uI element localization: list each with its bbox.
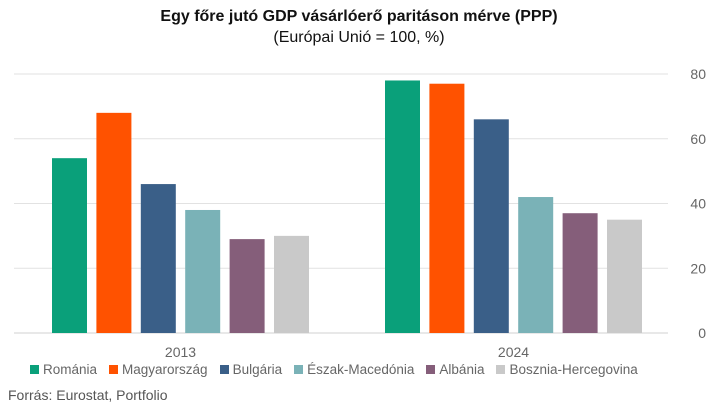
y-tick-label: 0 [698,325,706,341]
legend-item: Magyarország [109,362,208,377]
legend-item: Románia [30,362,97,377]
bar-2024-5 [562,213,598,333]
legend-label: Észak-Macedónia [307,362,415,377]
legend-label: Bulgária [232,362,283,377]
y-tick-label: 40 [690,196,706,212]
legend-swatch [294,365,304,374]
y-tick-label: 60 [690,131,706,147]
legend-item: Bulgária [219,362,283,377]
bar-2024-6 [607,219,642,333]
x-tick-label: 2013 [165,344,196,360]
bar-2013-5 [229,239,265,333]
legend-label: Magyarország [122,362,208,377]
legend-label: Bosznia-Hercegovina [509,362,638,377]
legend-swatch [30,365,39,374]
bar-2013-6 [274,235,309,333]
source-note: Forrás: Eurostat, Portfolio [8,387,168,403]
legend-item: Albánia [426,362,484,377]
bar-2013-2 [96,112,132,333]
chart-subtitle: (Európai Unió = 100, %) [273,29,445,46]
bar-2013-3 [140,184,176,333]
y-tick-label: 80 [690,66,706,82]
legend-swatch [426,365,436,374]
y-tick-label: 20 [690,260,706,276]
bar-2013-1 [52,158,87,333]
legend-item: Bosznia-Hercegovina [496,362,638,377]
legend-label: Románia [43,362,98,377]
bar-2013-4 [185,209,221,333]
legend-swatch [219,365,229,374]
x-tick-label: 2024 [498,344,529,360]
legend-swatch [109,365,119,374]
chart-title: Egy főre jutó GDP vásárlóerő paritáson m… [160,8,558,25]
title-block: Egy főre jutó GDP vásárlóerő paritáson m… [0,6,718,48]
legend-label: Albánia [439,362,485,377]
bar-2024-1 [385,80,420,333]
bar-2024-2 [429,83,465,334]
bar-2024-3 [473,119,509,333]
legend-item: Észak-Macedónia [294,362,414,377]
chart-legend: Románia Magyarország Bulgária Észak-Macedón… [30,362,710,377]
legend-swatch [496,365,506,374]
bar-2024-4 [518,197,554,333]
